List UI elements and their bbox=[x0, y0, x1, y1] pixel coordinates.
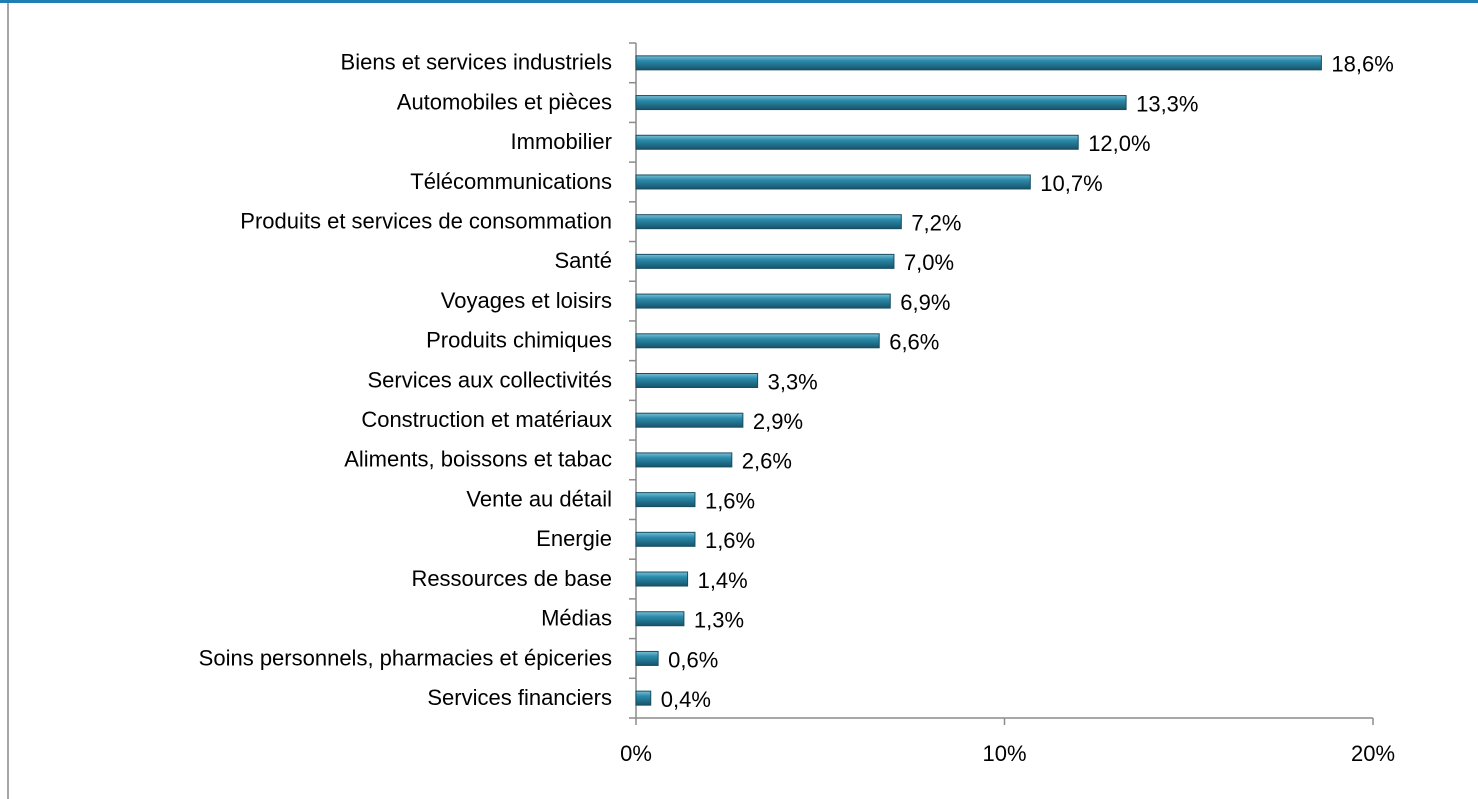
bar bbox=[635, 333, 880, 349]
category-label: Soins personnels, pharmacies et épicerie… bbox=[199, 645, 612, 670]
category-label: Biens et services industriels bbox=[341, 50, 612, 75]
bar bbox=[635, 650, 659, 666]
value-label: 2,6% bbox=[742, 449, 792, 474]
category-label: Services financiers bbox=[427, 685, 612, 710]
value-label: 1,4% bbox=[698, 568, 748, 593]
value-label: 6,9% bbox=[900, 290, 950, 315]
left-border bbox=[7, 3, 9, 799]
x-tick-label: 10% bbox=[982, 741, 1026, 766]
category-label: Immobilier bbox=[511, 129, 612, 154]
bar bbox=[635, 492, 696, 508]
value-label: 0,6% bbox=[668, 647, 718, 672]
value-label: 12,0% bbox=[1088, 131, 1150, 156]
bar bbox=[635, 253, 895, 269]
bar bbox=[635, 412, 744, 428]
category-label: Télécommunications bbox=[410, 169, 612, 194]
category-label: Services aux collectivités bbox=[367, 367, 612, 392]
bar bbox=[635, 531, 696, 547]
bar bbox=[635, 134, 1079, 150]
category-label: Energie bbox=[536, 526, 612, 551]
bar bbox=[635, 214, 902, 230]
category-label: Voyages et loisirs bbox=[441, 288, 612, 313]
bar bbox=[635, 174, 1031, 190]
value-label: 1,3% bbox=[694, 608, 744, 633]
bar bbox=[635, 373, 759, 388]
bar bbox=[635, 55, 1322, 71]
value-label: 2,9% bbox=[753, 409, 803, 434]
value-label: 7,2% bbox=[911, 210, 961, 235]
bar bbox=[635, 452, 733, 468]
category-label: Automobiles et pièces bbox=[397, 89, 612, 114]
value-label: 0,4% bbox=[661, 687, 711, 712]
category-label: Vente au détail bbox=[466, 486, 612, 511]
category-label: Ressources de base bbox=[411, 566, 612, 591]
value-label: 3,3% bbox=[768, 369, 818, 394]
bar bbox=[635, 611, 685, 627]
value-label: 6,6% bbox=[889, 330, 939, 355]
value-label: 13,3% bbox=[1136, 91, 1198, 116]
category-label: Produits et services de consommation bbox=[240, 208, 612, 233]
category-label: Aliments, boissons et tabac bbox=[344, 447, 612, 472]
bar bbox=[635, 571, 689, 587]
top-border bbox=[0, 0, 1478, 3]
x-tick-label: 20% bbox=[1351, 741, 1395, 766]
bar bbox=[635, 690, 652, 706]
category-label: Santé bbox=[555, 248, 613, 273]
category-label: Médias bbox=[541, 606, 612, 631]
category-label: Produits chimiques bbox=[426, 328, 612, 353]
bar bbox=[635, 293, 891, 309]
bar bbox=[635, 95, 1127, 111]
value-label: 18,6% bbox=[1331, 52, 1393, 77]
x-tick-label: 0% bbox=[620, 741, 652, 766]
value-label: 10,7% bbox=[1040, 171, 1102, 196]
value-label: 7,0% bbox=[904, 250, 954, 275]
value-label: 1,6% bbox=[705, 488, 755, 513]
value-label: 1,6% bbox=[705, 528, 755, 553]
category-label: Construction et matériaux bbox=[361, 407, 612, 432]
